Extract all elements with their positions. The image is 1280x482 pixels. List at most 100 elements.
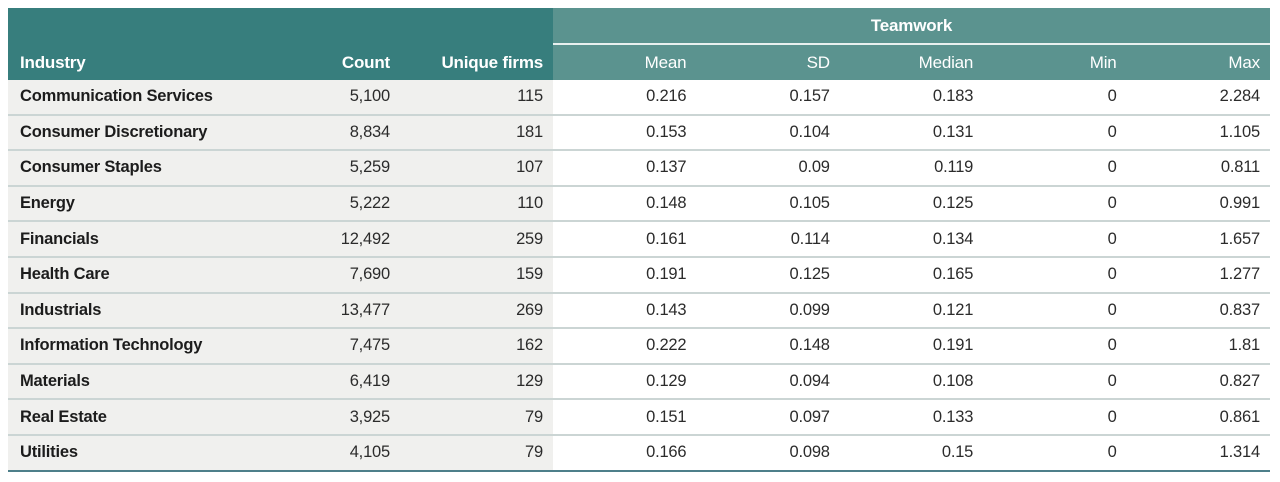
- cell-median: 0.119: [839, 151, 984, 185]
- group-header-left-spacer: [8, 8, 553, 45]
- table-row: Health Care 7,690 159 0.191 0.125 0.165 …: [8, 257, 1270, 294]
- cell-count: 4,105: [310, 435, 400, 470]
- cell-mean: 0.191: [553, 257, 697, 292]
- cell-mean: 0.166: [553, 435, 697, 470]
- cell-unique-firms: 269: [400, 293, 553, 328]
- table-row: Energy 5,222 110 0.148 0.105 0.125 0 0.9…: [8, 186, 1270, 223]
- cell-median: 0.133: [839, 400, 984, 434]
- cell-min: 0: [983, 80, 1127, 114]
- cell-sd: 0.099: [696, 293, 840, 328]
- cell-max: 2.284: [1126, 80, 1270, 114]
- cell-mean: 0.137: [553, 151, 697, 185]
- cell-max: 0.827: [1126, 364, 1270, 399]
- column-header-sd: SD: [696, 45, 840, 80]
- cell-sd: 0.125: [696, 257, 840, 292]
- cell-industry: Information Technology: [8, 329, 310, 363]
- column-header-count: Count: [310, 45, 400, 80]
- cell-industry: Communication Services: [8, 80, 310, 114]
- cell-industry: Energy: [8, 186, 310, 221]
- cell-min: 0: [983, 222, 1127, 256]
- cell-median: 0.125: [839, 186, 984, 221]
- table-group-header-row: Teamwork: [8, 8, 1270, 45]
- column-header-min: Min: [983, 45, 1127, 80]
- cell-median: 0.15: [839, 435, 984, 470]
- cell-industry: Consumer Staples: [8, 151, 310, 185]
- cell-industry: Industrials: [8, 293, 310, 328]
- table-row: Financials 12,492 259 0.161 0.114 0.134 …: [8, 222, 1270, 258]
- cell-min: 0: [983, 115, 1127, 150]
- table-row: Consumer Staples 5,259 107 0.137 0.09 0.…: [8, 151, 1270, 187]
- table-body: Communication Services 5,100 115 0.216 0…: [8, 80, 1270, 472]
- cell-min: 0: [983, 400, 1127, 434]
- industry-teamwork-stats-table: Teamwork Industry Count Unique firms Mea…: [8, 8, 1270, 472]
- cell-count: 8,834: [310, 115, 400, 150]
- cell-max: 1.81: [1126, 329, 1270, 363]
- cell-count: 6,419: [310, 364, 400, 399]
- column-header-max: Max: [1126, 45, 1270, 80]
- cell-max: 1.657: [1126, 222, 1270, 256]
- cell-min: 0: [983, 329, 1127, 363]
- column-header-mean: Mean: [553, 45, 697, 80]
- cell-industry: Financials: [8, 222, 310, 256]
- cell-sd: 0.094: [696, 364, 840, 399]
- cell-unique-firms: 79: [400, 400, 553, 434]
- cell-unique-firms: 181: [400, 115, 553, 150]
- cell-industry: Utilities: [8, 435, 310, 470]
- cell-count: 7,690: [310, 257, 400, 292]
- table-row: Communication Services 5,100 115 0.216 0…: [8, 80, 1270, 116]
- cell-sd: 0.114: [696, 222, 840, 256]
- cell-sd: 0.098: [696, 435, 840, 470]
- cell-min: 0: [983, 364, 1127, 399]
- cell-industry: Real Estate: [8, 400, 310, 434]
- cell-sd: 0.104: [696, 115, 840, 150]
- cell-mean: 0.129: [553, 364, 697, 399]
- cell-min: 0: [983, 151, 1127, 185]
- cell-unique-firms: 162: [400, 329, 553, 363]
- cell-count: 13,477: [310, 293, 400, 328]
- cell-mean: 0.148: [553, 186, 697, 221]
- cell-sd: 0.105: [696, 186, 840, 221]
- table-row: Industrials 13,477 269 0.143 0.099 0.121…: [8, 293, 1270, 330]
- table-column-header-row: Industry Count Unique firms Mean SD Medi…: [8, 45, 1270, 80]
- cell-median: 0.134: [839, 222, 984, 256]
- cell-mean: 0.222: [553, 329, 697, 363]
- column-header-median: Median: [839, 45, 984, 80]
- cell-sd: 0.097: [696, 400, 840, 434]
- cell-min: 0: [983, 435, 1127, 470]
- cell-sd: 0.148: [696, 329, 840, 363]
- cell-max: 0.811: [1126, 151, 1270, 185]
- table-row: Real Estate 3,925 79 0.151 0.097 0.133 0…: [8, 400, 1270, 436]
- cell-unique-firms: 115: [400, 80, 553, 114]
- table-row: Utilities 4,105 79 0.166 0.098 0.15 0 1.…: [8, 435, 1270, 472]
- cell-industry: Materials: [8, 364, 310, 399]
- cell-sd: 0.157: [696, 80, 840, 114]
- cell-industry: Consumer Discretionary: [8, 115, 310, 150]
- cell-max: 0.837: [1126, 293, 1270, 328]
- cell-min: 0: [983, 257, 1127, 292]
- cell-count: 5,100: [310, 80, 400, 114]
- cell-mean: 0.161: [553, 222, 697, 256]
- cell-max: 0.991: [1126, 186, 1270, 221]
- cell-unique-firms: 110: [400, 186, 553, 221]
- cell-unique-firms: 129: [400, 364, 553, 399]
- cell-min: 0: [983, 293, 1127, 328]
- column-header-industry: Industry: [8, 45, 310, 80]
- cell-median: 0.183: [839, 80, 984, 114]
- cell-count: 7,475: [310, 329, 400, 363]
- table-row: Consumer Discretionary 8,834 181 0.153 0…: [8, 115, 1270, 152]
- cell-unique-firms: 259: [400, 222, 553, 256]
- cell-unique-firms: 107: [400, 151, 553, 185]
- cell-max: 1.277: [1126, 257, 1270, 292]
- column-header-unique-firms: Unique firms: [400, 45, 553, 80]
- cell-max: 1.105: [1126, 115, 1270, 150]
- cell-median: 0.191: [839, 329, 984, 363]
- cell-unique-firms: 159: [400, 257, 553, 292]
- cell-mean: 0.143: [553, 293, 697, 328]
- cell-mean: 0.151: [553, 400, 697, 434]
- cell-count: 3,925: [310, 400, 400, 434]
- cell-sd: 0.09: [696, 151, 840, 185]
- cell-count: 12,492: [310, 222, 400, 256]
- cell-mean: 0.216: [553, 80, 697, 114]
- cell-unique-firms: 79: [400, 435, 553, 470]
- table-row: Information Technology 7,475 162 0.222 0…: [8, 329, 1270, 365]
